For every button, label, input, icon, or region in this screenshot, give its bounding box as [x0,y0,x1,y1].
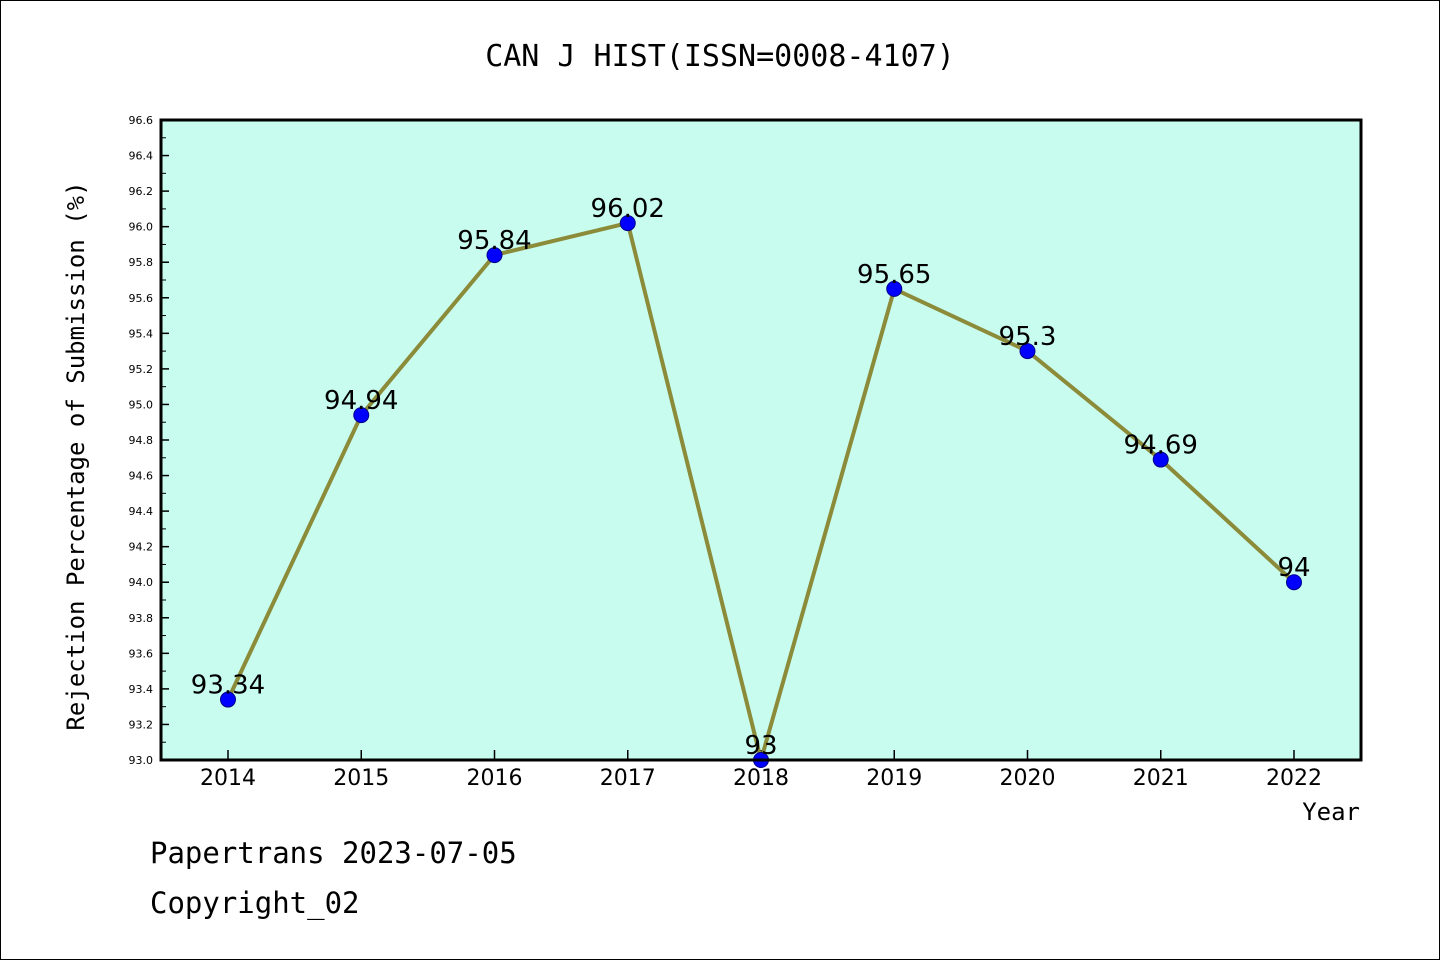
y-tick-label: 94.6 [129,470,154,483]
y-axis-ticks: 93.0 93.2 93.4 93.6 93.8 94.0 94.2 94.4 94.6 94.8… [129,114,169,767]
y-tick-label: 93.2 [129,718,154,731]
y-tick-label: 96.4 [129,150,154,163]
y-tick-label: 94.4 [129,505,154,518]
y-tick-label: 95.4 [129,327,154,340]
y-tick-label: 95.8 [129,256,154,269]
x-tick-label: 2019 [866,766,922,791]
data-label: 95.3 [999,322,1057,352]
y-tick-label: 94.2 [129,541,154,554]
data-labels: 93.34 94.94 95.84 96.02 93 95.65 95.3 94.69 94 [191,194,1311,761]
y-tick-label: 94.8 [129,434,154,447]
data-point [619,215,636,232]
data-point [1152,451,1169,468]
x-axis-ticks: 2014 2015 2016 2017 2018 2019 2020 2021 2022 [200,750,1322,791]
y-tick-label: 95.2 [129,363,154,376]
data-point [886,280,903,297]
x-tick-label: 2015 [333,766,389,791]
y-tick-label: 95.6 [129,292,154,305]
x-tick-label: 2020 [1000,766,1056,791]
y-tick-label: 93.8 [129,612,154,625]
y-tick-label: 94.0 [129,576,154,589]
data-label: 93.34 [191,671,265,701]
x-tick-label: 2016 [467,766,523,791]
data-label: 95.65 [857,260,931,290]
x-axis-label: Year [1302,798,1360,826]
data-label: 94.69 [1124,431,1198,461]
x-tick-label: 2014 [200,766,256,791]
x-tick-label: 2017 [600,766,656,791]
x-tick-label: 2021 [1133,766,1189,791]
y-tick-label: 93.6 [129,647,154,660]
y-tick-label: 96.0 [129,221,154,234]
data-label: 94.94 [324,386,398,416]
data-point [486,247,503,264]
plot-border [159,118,1363,762]
data-point [353,407,370,424]
footer-date: Papertrans 2023-07-05 [150,836,517,870]
series-markers [220,215,1302,768]
data-label: 95.84 [457,226,531,256]
x-tick-label: 2022 [1266,766,1322,791]
y-tick-label: 96.6 [129,114,154,127]
data-point [220,691,236,708]
y-tick-label: 93.0 [129,754,154,767]
data-point [1019,343,1036,360]
y-tick-label: 96.2 [129,185,154,198]
y-tick-label: 93.4 [129,683,154,696]
data-label: 93 [744,731,777,761]
y-tick-label: 95.0 [129,398,154,411]
data-label: 94 [1277,553,1310,583]
y-axis-label: Rejection Percentage of Submission (%) [62,181,90,730]
plot-area [161,120,1361,760]
data-label: 96.02 [591,194,665,224]
x-tick-label: 2018 [733,766,789,791]
chart-title: CAN J HIST(ISSN=0008-4107) [485,39,955,74]
footer-copyright: Copyright_02 [150,886,360,920]
data-point [1286,574,1302,591]
